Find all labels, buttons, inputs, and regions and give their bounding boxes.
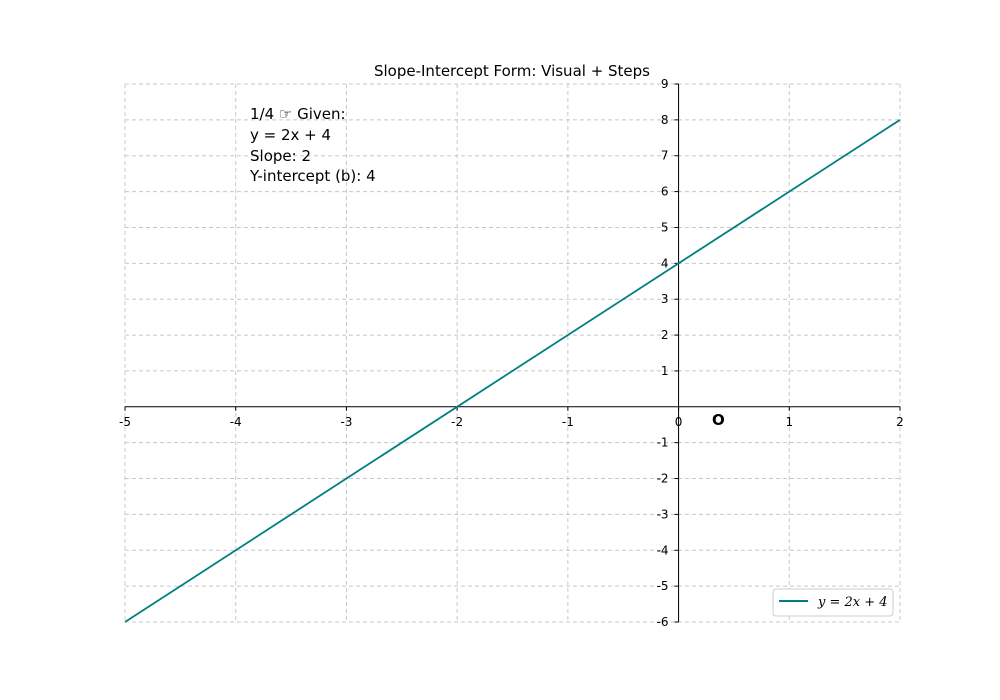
x-tick-label: -3 <box>340 415 352 429</box>
step-line-2: y = 2x + 4 <box>250 126 331 144</box>
y-tick-label: 3 <box>661 292 669 306</box>
y-tick-label: -4 <box>657 543 669 557</box>
y-tick-label: -6 <box>657 615 669 629</box>
x-tick-label: 0 <box>675 415 683 429</box>
legend: y = 2x + 4 <box>772 588 894 617</box>
step-line-4: Y-intercept (b): 4 <box>249 167 376 185</box>
y-tick-label: 7 <box>661 149 669 163</box>
origin-label: O <box>712 411 725 429</box>
series-line-1 <box>124 119 901 623</box>
y-tick-label: 8 <box>661 113 669 127</box>
x-tick-label: 1 <box>785 415 793 429</box>
y-tick-label: -1 <box>657 436 669 450</box>
axes <box>125 84 900 622</box>
x-tick-label: -1 <box>562 415 574 429</box>
y-tick-label: -2 <box>657 472 669 486</box>
y-tick-label: 4 <box>661 256 669 270</box>
y-tick-label: 9 <box>661 77 669 91</box>
y-tick-label: -5 <box>657 579 669 593</box>
legend-label: y = 2x + 4 <box>817 595 888 610</box>
x-tick-label: -2 <box>451 415 463 429</box>
grid <box>124 83 901 623</box>
ticks: -5 -4 -3 -2 -1 0 1 2 -6 -5 -4 -3 -2 -1 1 2 3 4 5 6 7 8 9 <box>119 77 904 629</box>
y-tick-label: 5 <box>661 220 669 234</box>
x-tick-label: -4 <box>230 415 242 429</box>
steps-annotation: 1/4 ☞ Given: y = 2x + 4 Slope: 2 Y-inter… <box>249 105 376 185</box>
legend-box <box>772 588 894 617</box>
step-line-3: Slope: 2 <box>250 147 311 165</box>
step-line-1: 1/4 ☞ Given: <box>250 105 346 123</box>
y-tick-label: 6 <box>661 185 669 199</box>
chart-title: Slope-Intercept Form: Visual + Steps <box>374 62 650 80</box>
series-layer <box>124 119 901 623</box>
x-tick-label: 2 <box>896 415 904 429</box>
x-tick-label: -5 <box>119 415 131 429</box>
y-tick-label: -3 <box>657 507 669 521</box>
y-tick-label: 2 <box>661 328 669 342</box>
y-tick-label: 1 <box>661 364 669 378</box>
